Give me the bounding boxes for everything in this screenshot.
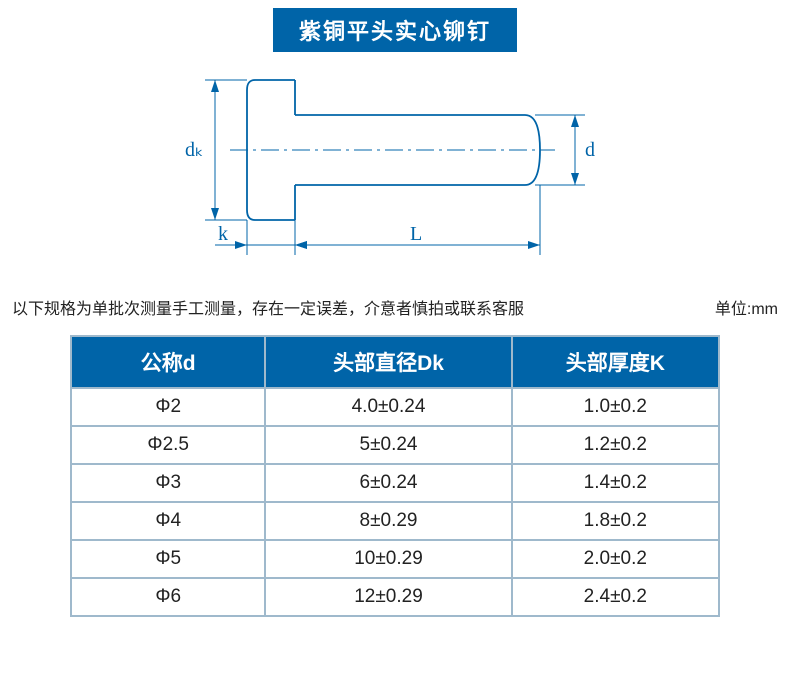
table-cell: 2.4±0.2 — [512, 578, 719, 616]
note-row: 以下规格为单批次测量手工测量，存在一定误差，介意者慎拍或联系客服 单位:mm — [0, 295, 790, 319]
table-cell: 1.8±0.2 — [512, 502, 719, 540]
label-d: d — [585, 139, 595, 161]
table-cell: Φ2 — [71, 388, 265, 426]
table-row: Φ36±0.241.4±0.2 — [71, 464, 719, 502]
table-cell: 8±0.29 — [265, 502, 511, 540]
label-k: k — [218, 223, 228, 245]
table-cell: 4.0±0.24 — [265, 388, 511, 426]
table-cell: 12±0.29 — [265, 578, 511, 616]
table-cell: Φ6 — [71, 578, 265, 616]
unit-label: 单位:mm — [715, 295, 778, 319]
col-header-k: 头部厚度K — [512, 336, 719, 388]
table-row: Φ612±0.292.4±0.2 — [71, 578, 719, 616]
spec-table: 公称d 头部直径Dk 头部厚度K Φ24.0±0.241.0±0.2Φ2.55±… — [70, 335, 720, 617]
table-cell: 1.4±0.2 — [512, 464, 719, 502]
measurement-note: 以下规格为单批次测量手工测量，存在一定误差，介意者慎拍或联系客服 — [12, 295, 524, 319]
title-banner: 紫铜平头实心铆钉 — [273, 8, 517, 52]
table-cell: Φ4 — [71, 502, 265, 540]
table-cell: 1.0±0.2 — [512, 388, 719, 426]
table-cell: 6±0.24 — [265, 464, 511, 502]
table-cell: 10±0.29 — [265, 540, 511, 578]
table-cell: 2.0±0.2 — [512, 540, 719, 578]
table-cell: Φ5 — [71, 540, 265, 578]
table-cell: Φ3 — [71, 464, 265, 502]
col-header-d: 公称d — [71, 336, 265, 388]
table-row: Φ510±0.292.0±0.2 — [71, 540, 719, 578]
col-header-dk: 头部直径Dk — [265, 336, 511, 388]
table-cell: 1.2±0.2 — [512, 426, 719, 464]
rivet-diagram: dₖ d k L — [185, 60, 605, 270]
table-cell: Φ2.5 — [71, 426, 265, 464]
table-row: Φ24.0±0.241.0±0.2 — [71, 388, 719, 426]
table-row: Φ48±0.291.8±0.2 — [71, 502, 719, 540]
table-cell: 5±0.24 — [265, 426, 511, 464]
label-L: L — [410, 223, 422, 245]
label-dk: dₖ — [185, 139, 204, 161]
table-row: Φ2.55±0.241.2±0.2 — [71, 426, 719, 464]
table-header-row: 公称d 头部直径Dk 头部厚度K — [71, 336, 719, 388]
